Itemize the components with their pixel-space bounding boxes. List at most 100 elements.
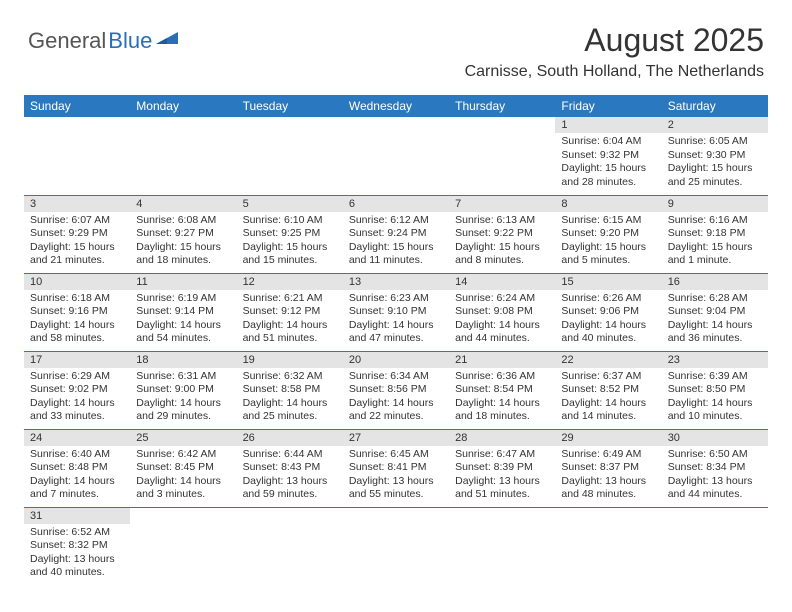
day-cell: 27Sunrise: 6:45 AMSunset: 8:41 PMDayligh… xyxy=(343,429,449,507)
sunrise-text: Sunrise: 6:21 AM xyxy=(243,292,337,306)
sunrise-text: Sunrise: 6:52 AM xyxy=(30,526,124,540)
sunset-text: Sunset: 8:45 PM xyxy=(136,461,230,475)
day-content: Sunrise: 6:47 AMSunset: 8:39 PMDaylight:… xyxy=(449,446,555,507)
day-number: 7 xyxy=(449,196,555,212)
sunset-text: Sunset: 9:00 PM xyxy=(136,383,230,397)
day-cell xyxy=(555,507,661,585)
day-cell: 8Sunrise: 6:15 AMSunset: 9:20 PMDaylight… xyxy=(555,195,661,273)
day-number: 25 xyxy=(130,430,236,446)
daylight-text: Daylight: 14 hours and 44 minutes. xyxy=(455,319,549,346)
sunrise-text: Sunrise: 6:18 AM xyxy=(30,292,124,306)
day-cell: 6Sunrise: 6:12 AMSunset: 9:24 PMDaylight… xyxy=(343,195,449,273)
sunrise-text: Sunrise: 6:36 AM xyxy=(455,370,549,384)
day-cell: 13Sunrise: 6:23 AMSunset: 9:10 PMDayligh… xyxy=(343,273,449,351)
day-number: 19 xyxy=(237,352,343,368)
sunrise-text: Sunrise: 6:23 AM xyxy=(349,292,443,306)
sunrise-text: Sunrise: 6:15 AM xyxy=(561,214,655,228)
sunset-text: Sunset: 8:41 PM xyxy=(349,461,443,475)
sunset-text: Sunset: 9:04 PM xyxy=(668,305,762,319)
daylight-text: Daylight: 14 hours and 36 minutes. xyxy=(668,319,762,346)
sunrise-text: Sunrise: 6:05 AM xyxy=(668,135,762,149)
daylight-text: Daylight: 15 hours and 28 minutes. xyxy=(561,162,655,189)
day-number: 31 xyxy=(24,508,130,524)
day-number: 30 xyxy=(662,430,768,446)
day-number: 28 xyxy=(449,430,555,446)
day-content: Sunrise: 6:42 AMSunset: 8:45 PMDaylight:… xyxy=(130,446,236,507)
day-cell: 10Sunrise: 6:18 AMSunset: 9:16 PMDayligh… xyxy=(24,273,130,351)
col-fri: Friday xyxy=(555,95,661,117)
col-tue: Tuesday xyxy=(237,95,343,117)
day-cell xyxy=(237,117,343,195)
day-number: 22 xyxy=(555,352,661,368)
sunset-text: Sunset: 9:25 PM xyxy=(243,227,337,241)
day-content: Sunrise: 6:44 AMSunset: 8:43 PMDaylight:… xyxy=(237,446,343,507)
week-row: 3Sunrise: 6:07 AMSunset: 9:29 PMDaylight… xyxy=(24,195,768,273)
day-content: Sunrise: 6:32 AMSunset: 8:58 PMDaylight:… xyxy=(237,368,343,429)
daylight-text: Daylight: 13 hours and 51 minutes. xyxy=(455,475,549,502)
sunset-text: Sunset: 8:50 PM xyxy=(668,383,762,397)
col-sun: Sunday xyxy=(24,95,130,117)
sunrise-text: Sunrise: 6:44 AM xyxy=(243,448,337,462)
day-content: Sunrise: 6:18 AMSunset: 9:16 PMDaylight:… xyxy=(24,290,130,351)
day-cell xyxy=(130,117,236,195)
sunset-text: Sunset: 8:37 PM xyxy=(561,461,655,475)
sunset-text: Sunset: 9:02 PM xyxy=(30,383,124,397)
sunrise-text: Sunrise: 6:31 AM xyxy=(136,370,230,384)
week-row: 31Sunrise: 6:52 AMSunset: 8:32 PMDayligh… xyxy=(24,507,768,585)
day-number: 21 xyxy=(449,352,555,368)
sunset-text: Sunset: 9:08 PM xyxy=(455,305,549,319)
sunrise-text: Sunrise: 6:08 AM xyxy=(136,214,230,228)
sunset-text: Sunset: 9:27 PM xyxy=(136,227,230,241)
day-content: Sunrise: 6:21 AMSunset: 9:12 PMDaylight:… xyxy=(237,290,343,351)
sunrise-text: Sunrise: 6:28 AM xyxy=(668,292,762,306)
daylight-text: Daylight: 13 hours and 59 minutes. xyxy=(243,475,337,502)
day-cell: 3Sunrise: 6:07 AMSunset: 9:29 PMDaylight… xyxy=(24,195,130,273)
day-content: Sunrise: 6:31 AMSunset: 9:00 PMDaylight:… xyxy=(130,368,236,429)
day-content: Sunrise: 6:13 AMSunset: 9:22 PMDaylight:… xyxy=(449,212,555,273)
day-content: Sunrise: 6:34 AMSunset: 8:56 PMDaylight:… xyxy=(343,368,449,429)
week-row: 1Sunrise: 6:04 AMSunset: 9:32 PMDaylight… xyxy=(24,117,768,195)
day-cell: 19Sunrise: 6:32 AMSunset: 8:58 PMDayligh… xyxy=(237,351,343,429)
sunrise-text: Sunrise: 6:47 AM xyxy=(455,448,549,462)
sunset-text: Sunset: 9:14 PM xyxy=(136,305,230,319)
sunset-text: Sunset: 8:56 PM xyxy=(349,383,443,397)
day-number: 20 xyxy=(343,352,449,368)
week-row: 17Sunrise: 6:29 AMSunset: 9:02 PMDayligh… xyxy=(24,351,768,429)
sunset-text: Sunset: 9:24 PM xyxy=(349,227,443,241)
day-cell xyxy=(449,117,555,195)
day-number: 2 xyxy=(662,117,768,133)
daylight-text: Daylight: 13 hours and 40 minutes. xyxy=(30,553,124,580)
day-content: Sunrise: 6:04 AMSunset: 9:32 PMDaylight:… xyxy=(555,133,661,194)
day-cell xyxy=(343,117,449,195)
day-cell: 23Sunrise: 6:39 AMSunset: 8:50 PMDayligh… xyxy=(662,351,768,429)
day-content: Sunrise: 6:50 AMSunset: 8:34 PMDaylight:… xyxy=(662,446,768,507)
day-number: 3 xyxy=(24,196,130,212)
day-number: 18 xyxy=(130,352,236,368)
day-cell: 7Sunrise: 6:13 AMSunset: 9:22 PMDaylight… xyxy=(449,195,555,273)
sunset-text: Sunset: 8:39 PM xyxy=(455,461,549,475)
day-content: Sunrise: 6:05 AMSunset: 9:30 PMDaylight:… xyxy=(662,133,768,194)
sunrise-text: Sunrise: 6:13 AM xyxy=(455,214,549,228)
day-cell: 22Sunrise: 6:37 AMSunset: 8:52 PMDayligh… xyxy=(555,351,661,429)
sunrise-text: Sunrise: 6:07 AM xyxy=(30,214,124,228)
day-content: Sunrise: 6:45 AMSunset: 8:41 PMDaylight:… xyxy=(343,446,449,507)
daylight-text: Daylight: 13 hours and 48 minutes. xyxy=(561,475,655,502)
sunrise-text: Sunrise: 6:39 AM xyxy=(668,370,762,384)
day-number: 11 xyxy=(130,274,236,290)
sunrise-text: Sunrise: 6:16 AM xyxy=(668,214,762,228)
sunset-text: Sunset: 9:22 PM xyxy=(455,227,549,241)
brand-part2: Blue xyxy=(108,28,152,54)
day-cell: 17Sunrise: 6:29 AMSunset: 9:02 PMDayligh… xyxy=(24,351,130,429)
daylight-text: Daylight: 14 hours and 58 minutes. xyxy=(30,319,124,346)
sunset-text: Sunset: 8:58 PM xyxy=(243,383,337,397)
day-content: Sunrise: 6:39 AMSunset: 8:50 PMDaylight:… xyxy=(662,368,768,429)
sunset-text: Sunset: 9:12 PM xyxy=(243,305,337,319)
sunset-text: Sunset: 8:52 PM xyxy=(561,383,655,397)
day-cell: 25Sunrise: 6:42 AMSunset: 8:45 PMDayligh… xyxy=(130,429,236,507)
daylight-text: Daylight: 14 hours and 18 minutes. xyxy=(455,397,549,424)
day-cell xyxy=(343,507,449,585)
day-cell: 12Sunrise: 6:21 AMSunset: 9:12 PMDayligh… xyxy=(237,273,343,351)
day-content: Sunrise: 6:37 AMSunset: 8:52 PMDaylight:… xyxy=(555,368,661,429)
day-cell: 21Sunrise: 6:36 AMSunset: 8:54 PMDayligh… xyxy=(449,351,555,429)
sunset-text: Sunset: 9:30 PM xyxy=(668,149,762,163)
